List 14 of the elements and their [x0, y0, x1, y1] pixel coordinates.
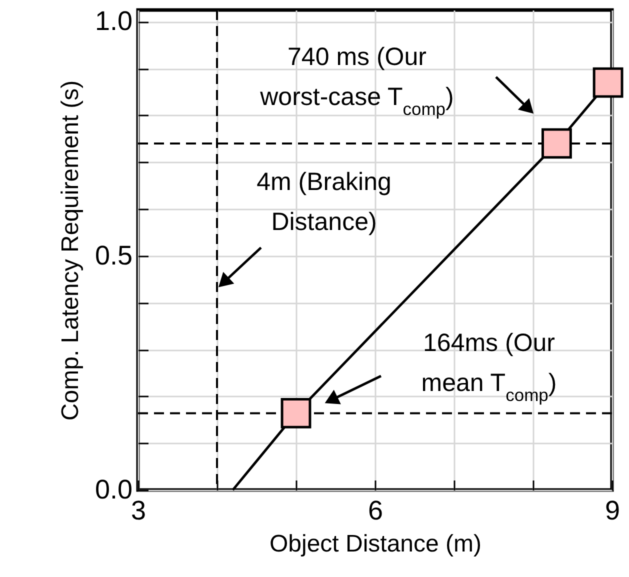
point	[541, 128, 572, 159]
point	[592, 67, 624, 98]
y-tick-label: 0.0	[94, 474, 132, 504]
x-axis-title: Object Distance (m)	[269, 530, 482, 558]
point	[280, 398, 312, 428]
annotation: 164ms (Our mean T$_{comp}$)	[421, 329, 557, 405]
y-tick-label: 0.5	[94, 240, 132, 270]
annotation: 4m (Braking Distance)	[256, 168, 392, 236]
x-tick-label: 6	[368, 496, 384, 526]
y-axis-title: Comp. Latency Requirement (s)	[56, 80, 84, 421]
x-tick-label: 3	[130, 496, 146, 526]
annotation: 740 ms (Our worst-case T$_{comp}$)	[259, 43, 454, 119]
x-tick-label: 9	[604, 496, 620, 526]
y-tick-label: 1.0	[94, 6, 132, 36]
